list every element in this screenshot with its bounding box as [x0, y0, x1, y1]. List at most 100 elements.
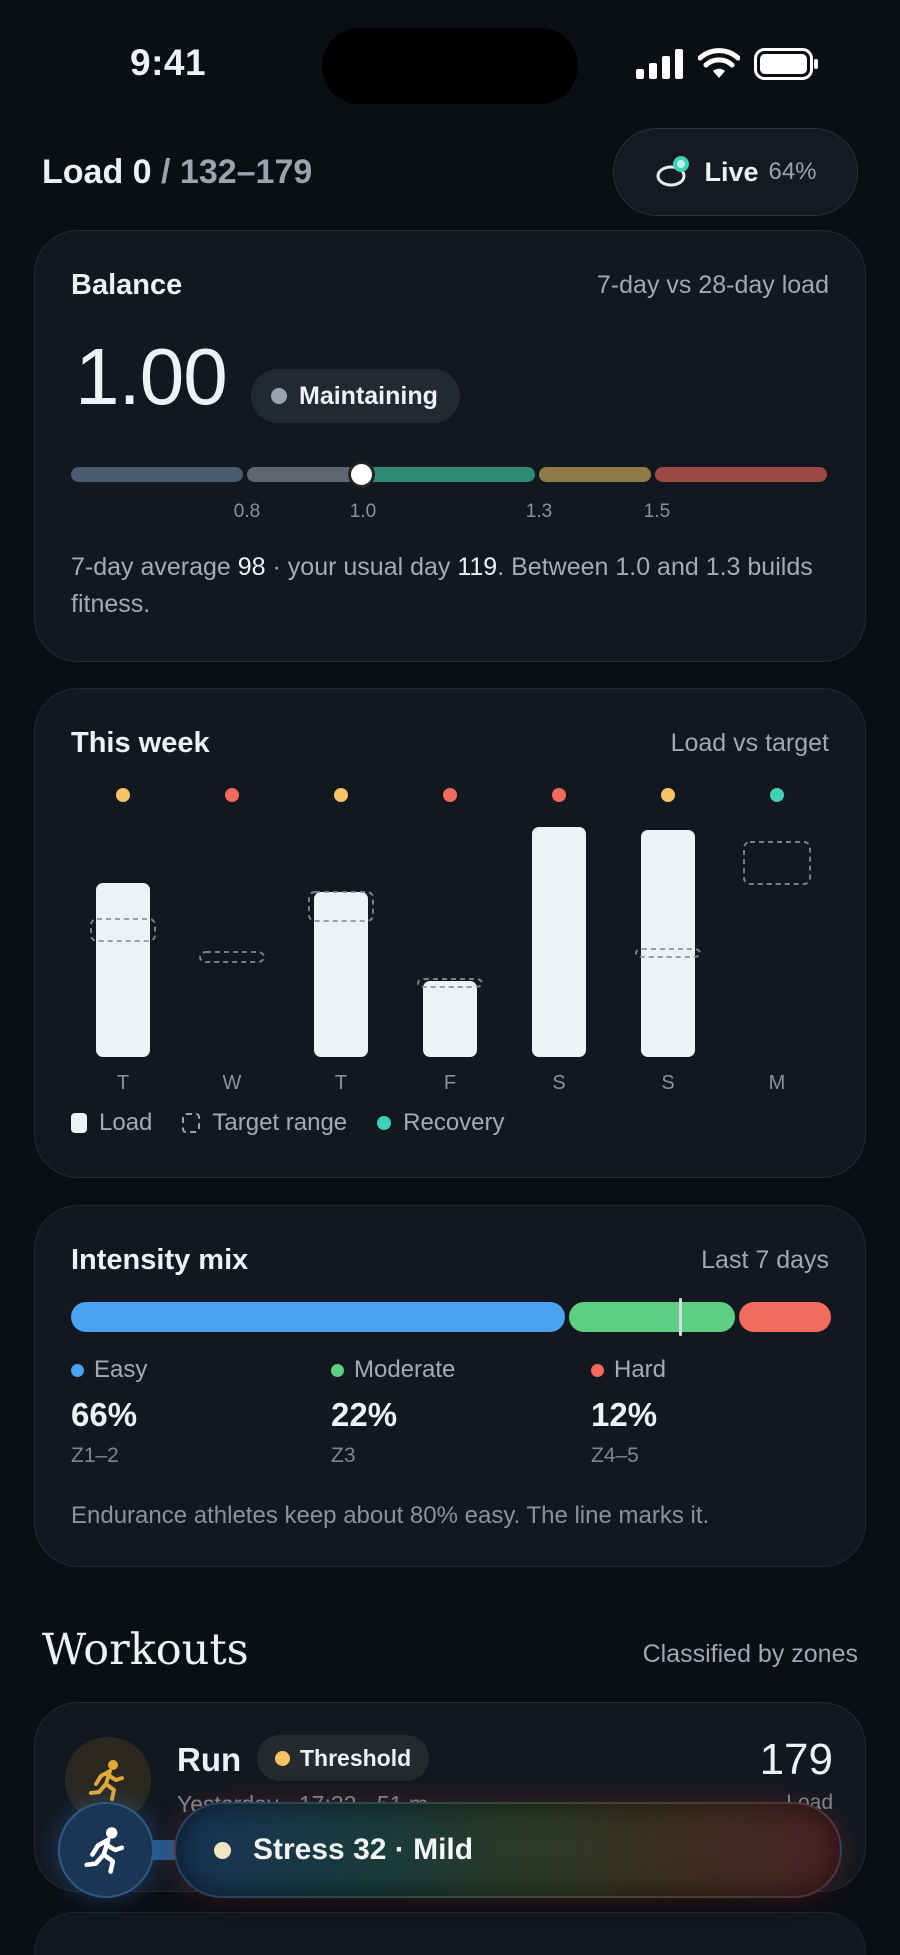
- intensity-card[interactable]: Intensity mix Last 7 days Easy 66% Z1–2 …: [34, 1205, 866, 1567]
- workouts-subtitle: Classified by zones: [642, 1640, 858, 1668]
- mix-bar-moderate: [569, 1302, 735, 1332]
- scale-segment-under: [247, 467, 355, 482]
- cellular-signal-icon: [636, 49, 683, 79]
- load-bar: [641, 830, 695, 1057]
- legend-recovery: Recovery: [377, 1109, 505, 1137]
- header: Load 0 / 132–179 Live 64%: [42, 128, 858, 218]
- workout-card-next[interactable]: [34, 1912, 866, 1955]
- status-icons: [636, 48, 820, 80]
- status-label: Maintaining: [299, 381, 438, 410]
- day-label: S: [661, 1072, 674, 1094]
- wifi-icon: [698, 48, 740, 78]
- average-load: 98: [237, 553, 266, 581]
- week-title: This week: [71, 727, 210, 759]
- mix-easy: Easy 66% Z1–2: [71, 1356, 311, 1468]
- zone-dot: [275, 1750, 290, 1766]
- scale-segment-low: [71, 467, 243, 482]
- intensity-subtitle: Last 7 days: [701, 1246, 829, 1274]
- load-current: Load 0: [42, 153, 152, 191]
- legend-load: Load: [71, 1109, 152, 1137]
- active-run-button[interactable]: [58, 1802, 154, 1898]
- load-bar: [532, 827, 586, 1057]
- load-title: Load 0 / 132–179: [42, 153, 312, 192]
- day-label: T: [335, 1072, 347, 1094]
- legend-recovery-swatch: [377, 1116, 392, 1130]
- moderate-percent: 22%: [331, 1396, 398, 1433]
- balance-note: 7-day average 98 · your usual day 119. B…: [71, 553, 813, 618]
- day-status-dot: [552, 788, 566, 802]
- live-label: Live: [704, 156, 759, 187]
- day-status-dot: [443, 788, 457, 802]
- stress-pill[interactable]: Stress 32 · Mild: [174, 1802, 842, 1898]
- load-bar: [96, 883, 150, 1057]
- day-status-dot: [770, 788, 784, 802]
- week-subtitle: Load vs target: [670, 729, 829, 757]
- mix-hard: Hard 12% Z4–5: [591, 1356, 831, 1468]
- workout-name: Run: [177, 1741, 242, 1778]
- easy-dot: [71, 1363, 84, 1377]
- day-label: W: [223, 1072, 242, 1094]
- day-label: F: [444, 1072, 456, 1094]
- workout-zone-badge: Threshold: [257, 1735, 430, 1781]
- day-status-dot: [225, 788, 239, 802]
- hard-percent: 12%: [591, 1396, 658, 1433]
- target-range: [417, 978, 483, 988]
- live-sensor-icon: [656, 156, 690, 187]
- battery-icon: [754, 48, 818, 80]
- load-bar: [423, 981, 477, 1057]
- stress-dot: [214, 1841, 231, 1859]
- week-legend: Load Target range Recovery: [71, 1109, 505, 1137]
- load-range: / 132–179: [151, 153, 313, 191]
- target-range: [635, 948, 701, 958]
- scale-tick: 0.8: [233, 501, 261, 522]
- scale-tick: 1.0: [349, 501, 377, 522]
- scale-segment-optimal: [359, 467, 535, 482]
- day-label: T: [117, 1072, 129, 1094]
- load-bar: [314, 892, 368, 1057]
- legend-target-swatch: [182, 1113, 201, 1133]
- live-button[interactable]: Live 64%: [613, 128, 858, 216]
- mix-bar-easy: [71, 1302, 565, 1332]
- workout-load-value: 179: [759, 1735, 833, 1784]
- scale-segment-high: [539, 467, 651, 482]
- target-range: [199, 951, 265, 963]
- usual-load: 119: [457, 553, 498, 581]
- day-label: M: [769, 1072, 786, 1094]
- dynamic-island: [322, 28, 578, 104]
- scale-tick: 1.5: [643, 501, 671, 522]
- mix-moderate: Moderate 22% Z3: [331, 1356, 571, 1468]
- workouts-title: Workouts: [42, 1625, 249, 1675]
- zone-label: Threshold: [300, 1744, 412, 1771]
- status-time: 9:41: [130, 42, 207, 83]
- day-status-dot: [116, 788, 130, 802]
- stress-label: Stress 32 · Mild: [253, 1833, 474, 1866]
- week-card[interactable]: This week Load vs target T W T F S S M Load Ta…: [34, 688, 866, 1178]
- running-figure-icon: [84, 1827, 125, 1874]
- balance-title: Balance: [71, 269, 183, 301]
- legend-target: Target range: [182, 1109, 347, 1137]
- hard-zone: Z4–5: [591, 1444, 639, 1467]
- target-easy-marker: [679, 1298, 682, 1336]
- day-label: S: [552, 1072, 565, 1094]
- status-badge: Maintaining: [251, 369, 460, 423]
- balance-value: 1.00: [75, 332, 228, 421]
- balance-subtitle: 7-day vs 28-day load: [596, 271, 829, 299]
- moderate-dot: [331, 1363, 344, 1377]
- target-range: [90, 918, 156, 942]
- status-bar: 9:41: [0, 0, 900, 120]
- target-range: [743, 841, 811, 885]
- scale-segment-very-high: [655, 467, 827, 482]
- live-percent: 64%: [768, 158, 817, 185]
- floating-connector: [150, 1840, 180, 1860]
- hard-dot: [591, 1363, 604, 1377]
- moderate-zone: Z3: [331, 1444, 356, 1467]
- balance-card[interactable]: Balance 7-day vs 28-day load 1.00 Mainta…: [34, 230, 866, 662]
- day-status-dot: [661, 788, 675, 802]
- easy-zone: Z1–2: [71, 1444, 119, 1467]
- scale-marker: [348, 461, 375, 488]
- easy-percent: 66%: [71, 1396, 138, 1433]
- status-dot: [271, 388, 287, 404]
- scale-tick: 1.3: [525, 501, 553, 522]
- intensity-title: Intensity mix: [71, 1244, 249, 1276]
